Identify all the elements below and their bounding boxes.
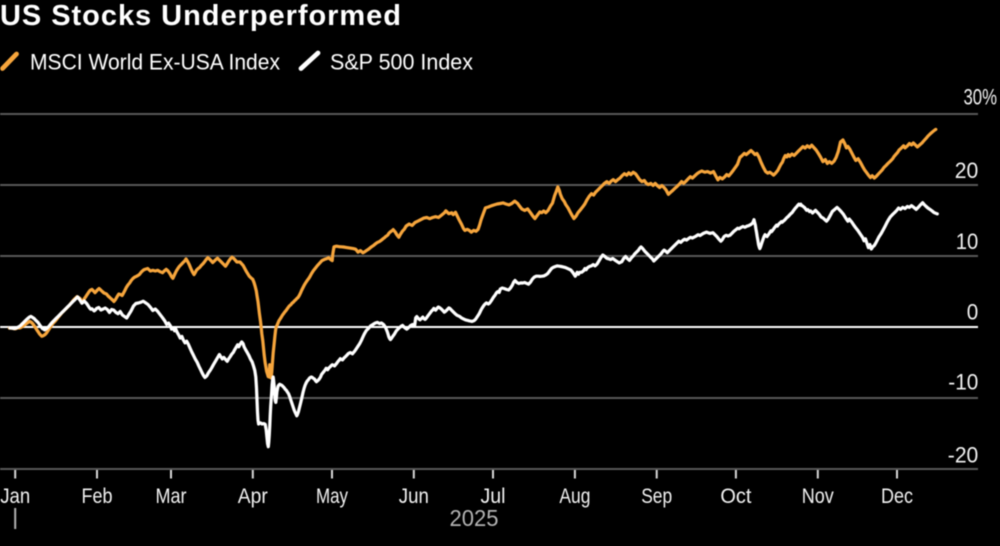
svg-text:May: May (316, 484, 348, 508)
svg-text:Jun: Jun (399, 484, 429, 508)
svg-text:Oct: Oct (720, 484, 751, 508)
svg-text:Aug: Aug (559, 484, 590, 508)
svg-text:10: 10 (956, 229, 979, 254)
svg-text:Apr: Apr (238, 484, 268, 508)
svg-text:-10: -10 (948, 369, 978, 394)
svg-text:2025: 2025 (450, 505, 499, 531)
svg-text:MSCI World Ex-USA Index: MSCI World Ex-USA Index (30, 50, 280, 75)
svg-text:20: 20 (955, 158, 979, 183)
svg-text:0: 0 (967, 299, 979, 324)
svg-text:Jan: Jan (0, 484, 30, 508)
svg-text:US Stocks Underperformed: US Stocks Underperformed (0, 0, 401, 32)
svg-text:-20: -20 (948, 443, 979, 468)
svg-text:Jul: Jul (481, 484, 506, 508)
svg-text:30%: 30% (964, 85, 998, 110)
svg-text:Mar: Mar (156, 484, 187, 508)
svg-text:Sep: Sep (641, 484, 672, 508)
svg-text:Feb: Feb (82, 484, 113, 508)
svg-text:S&P 500 Index: S&P 500 Index (330, 50, 473, 75)
svg-text:Dec: Dec (881, 484, 913, 508)
svg-text:Nov: Nov (802, 484, 834, 508)
